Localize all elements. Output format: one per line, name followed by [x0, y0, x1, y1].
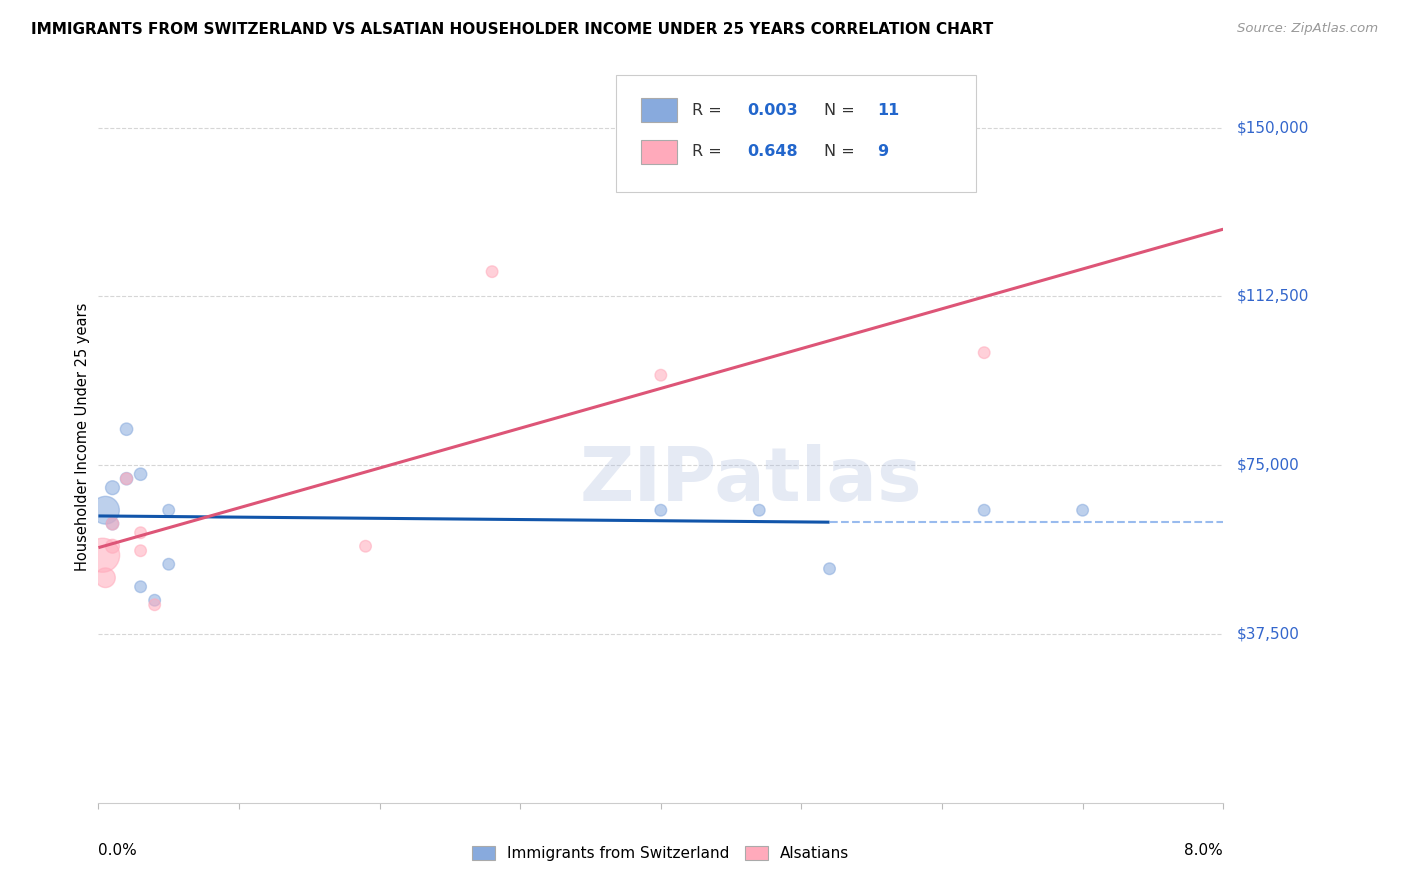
Text: N =: N =: [824, 145, 860, 160]
Text: 11: 11: [877, 103, 898, 118]
Point: [129, 467, 152, 482]
Point: [481, 265, 503, 279]
Point: [91, 548, 114, 562]
Point: [143, 598, 166, 612]
Point: [115, 472, 138, 486]
Point: [157, 558, 180, 572]
Text: 0.003: 0.003: [748, 103, 799, 118]
Point: [1071, 503, 1094, 517]
Point: [129, 543, 152, 558]
Text: $112,500: $112,500: [1237, 289, 1309, 304]
FancyBboxPatch shape: [641, 140, 676, 163]
Text: $75,000: $75,000: [1237, 458, 1301, 473]
Point: [101, 539, 124, 553]
Text: Source: ZipAtlas.com: Source: ZipAtlas.com: [1237, 22, 1378, 36]
Point: [650, 503, 672, 517]
Text: R =: R =: [692, 145, 727, 160]
Point: [94, 503, 117, 517]
Point: [94, 571, 117, 585]
Point: [101, 516, 124, 531]
Y-axis label: Householder Income Under 25 years: Householder Income Under 25 years: [75, 303, 90, 571]
Point: [650, 368, 672, 383]
Text: $37,500: $37,500: [1237, 626, 1301, 641]
Point: [157, 503, 180, 517]
Point: [143, 593, 166, 607]
FancyBboxPatch shape: [641, 98, 676, 122]
Text: ZIPatlas: ZIPatlas: [579, 444, 922, 517]
Point: [748, 503, 770, 517]
Point: [115, 422, 138, 436]
Point: [354, 539, 377, 553]
Point: [973, 345, 995, 359]
Point: [115, 472, 138, 486]
Text: $150,000: $150,000: [1237, 120, 1309, 135]
Point: [129, 525, 152, 540]
Legend: Immigrants from Switzerland, Alsatians: Immigrants from Switzerland, Alsatians: [472, 846, 849, 861]
Point: [129, 580, 152, 594]
Point: [973, 503, 995, 517]
Text: N =: N =: [824, 103, 860, 118]
Text: 9: 9: [877, 145, 889, 160]
Text: 0.648: 0.648: [748, 145, 799, 160]
FancyBboxPatch shape: [616, 75, 976, 192]
Point: [101, 516, 124, 531]
Text: R =: R =: [692, 103, 727, 118]
Text: 8.0%: 8.0%: [1184, 843, 1223, 858]
Point: [818, 562, 841, 576]
Point: [101, 481, 124, 495]
Text: IMMIGRANTS FROM SWITZERLAND VS ALSATIAN HOUSEHOLDER INCOME UNDER 25 YEARS CORREL: IMMIGRANTS FROM SWITZERLAND VS ALSATIAN …: [31, 22, 993, 37]
Text: 0.0%: 0.0%: [98, 843, 138, 858]
